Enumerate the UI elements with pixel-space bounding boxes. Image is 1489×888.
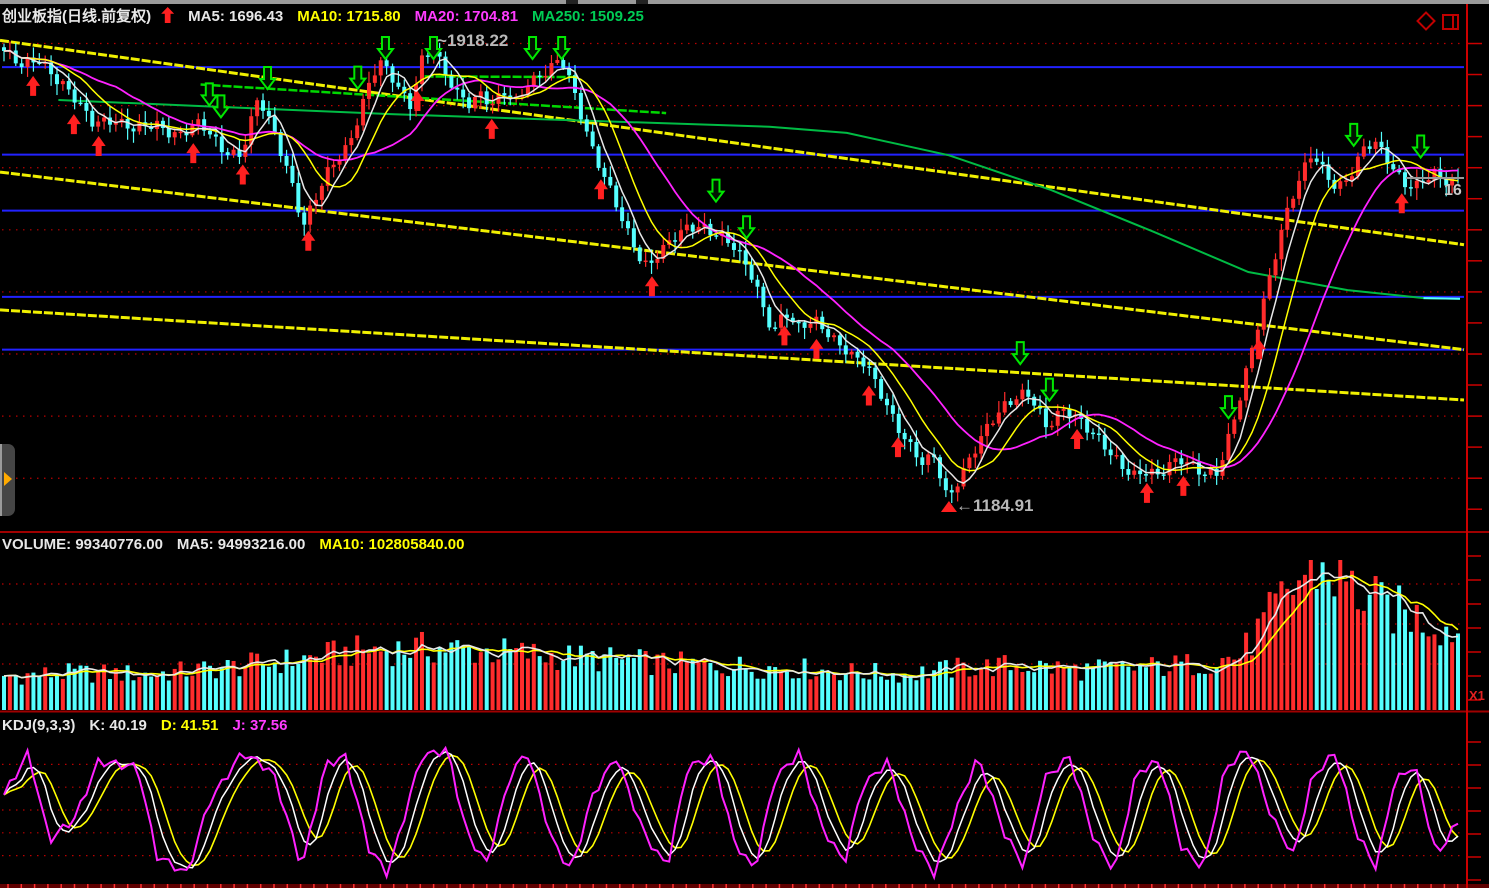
ma20-value: MA20: 1704.81	[414, 8, 519, 25]
volume-value: VOLUME: 99340776.00	[2, 536, 163, 553]
ma5-value: MA5: 1696.43	[188, 8, 284, 25]
instrument-title: 创业板指(日线.前复权)	[2, 8, 152, 25]
sidebar-expand-handle[interactable]	[0, 444, 15, 516]
split-window-icon[interactable]	[1442, 14, 1459, 30]
ma250-value: MA250: 1509.25	[532, 8, 644, 25]
up-arrow-icon	[161, 7, 175, 23]
chart-corner-buttons	[1416, 11, 1459, 33]
kdj-panel-header: KDJ(9,3,3) K: 40.19 D: 41.51 J: 37.56	[2, 717, 288, 734]
low-price-annotation: ←1184.91	[956, 496, 1034, 516]
main-chart-header: 创业板指(日线.前复权) MA5: 1696.43 MA10: 1715.80 MA2…	[2, 5, 644, 26]
ma10-value: MA10: 1715.80	[297, 8, 401, 25]
top-window-strip	[0, 0, 1489, 4]
kdj-k-value: K: 40.19	[89, 717, 147, 734]
kdj-d-value: D: 41.51	[160, 717, 219, 734]
diamond-icon[interactable]	[1416, 11, 1436, 31]
volume-panel-header: VOLUME: 99340776.00 MA5: 94993216.00 MA10:…	[2, 536, 464, 553]
kdj-j-value: J: 37.56	[232, 717, 288, 734]
low-price-value: 1184.91	[973, 496, 1034, 515]
last-price-tag: 16	[1444, 182, 1462, 199]
kdj-name: KDJ(9,3,3)	[2, 717, 76, 734]
volume-unit-label: X1	[1469, 688, 1485, 703]
strip-notch	[636, 0, 648, 4]
annotation-dash: ~	[437, 31, 447, 50]
strip-notch	[566, 0, 578, 4]
high-price-value: 1918.22	[446, 31, 509, 50]
volume-ma5-value: MA5: 94993216.00	[176, 536, 306, 553]
high-price-annotation: ~1918.22	[437, 31, 508, 51]
left-arrow-glyph: ←	[956, 496, 973, 515]
volume-ma10-value: MA10: 102805840.00	[319, 536, 465, 553]
expand-arrow-icon	[4, 472, 12, 486]
